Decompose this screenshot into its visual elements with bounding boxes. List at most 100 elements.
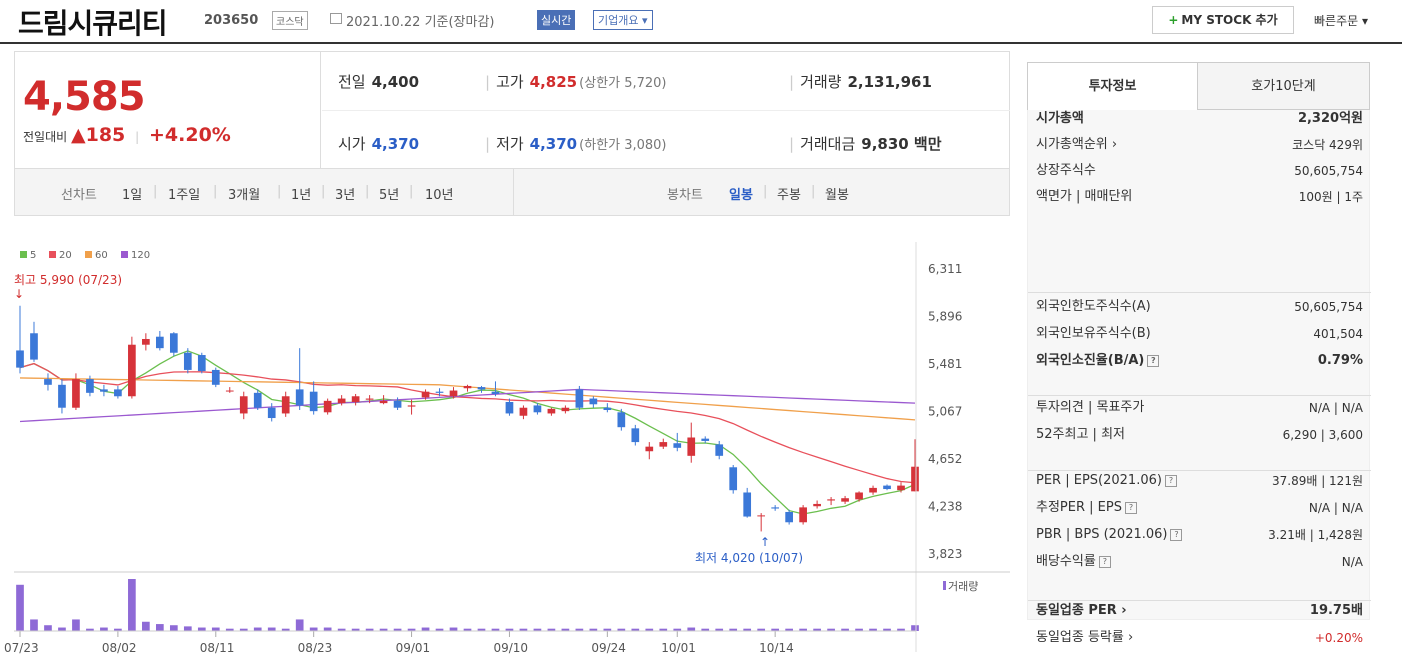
candle-body	[827, 499, 835, 501]
stat-open: 시가 4,370	[338, 135, 420, 153]
volume-bar	[393, 628, 402, 631]
tab-weekly[interactable]: 주봉	[777, 188, 801, 203]
section-divider	[1028, 470, 1371, 471]
volume-bar	[463, 628, 472, 631]
ma-line-20	[19, 362, 916, 484]
volume-bar	[883, 628, 891, 631]
tab-3month[interactable]: 3개월	[228, 188, 261, 203]
help-icon[interactable]: ?	[1164, 474, 1177, 487]
tab-daily[interactable]: 일봉	[729, 188, 753, 203]
candle-body	[911, 466, 919, 492]
candle-body	[421, 391, 430, 398]
info-key: 외국인소진율(B/A)?	[1036, 350, 1160, 372]
y-tick-label: 5,481	[928, 357, 962, 371]
info-value: 401,504	[1313, 327, 1363, 341]
volume-bar	[505, 628, 514, 631]
candle-body	[295, 389, 304, 406]
low-annotation: 최저 4,020 (10/07)	[695, 551, 803, 565]
info-key: 시가총액	[1036, 111, 1084, 126]
candle-body	[715, 444, 724, 456]
volume-bar	[715, 628, 724, 631]
volume-bar	[799, 628, 807, 631]
legend-swatch	[85, 251, 92, 258]
market-badge: 코스닥	[272, 11, 308, 30]
realtime-button[interactable]: 실시간	[537, 10, 576, 30]
candle-body	[449, 390, 458, 397]
add-mystock-button[interactable]: + MY STOCK 추가	[1152, 6, 1294, 34]
legend-label: 120	[131, 250, 150, 261]
help-icon[interactable]: ?	[1124, 501, 1137, 514]
candle-body	[435, 391, 444, 393]
y-tick-label: 3,823	[928, 547, 962, 561]
volume-bar	[295, 619, 304, 631]
candle-body	[86, 379, 94, 393]
volume-bar	[211, 627, 220, 631]
info-row: 외국인한도주식수(A) 50,605,754	[1036, 296, 1363, 318]
help-icon[interactable]: ?	[1147, 354, 1160, 367]
tab-orderbook[interactable]: 호가10단계	[1197, 62, 1370, 110]
volume-bar	[603, 628, 612, 631]
stat-low: | 저가 4,370 (하한가 3,080)	[485, 135, 667, 153]
volume-bar	[44, 625, 52, 631]
info-value: 100원 | 1주	[1298, 190, 1363, 204]
volume-bar	[435, 628, 444, 631]
volume-bar	[687, 627, 696, 631]
candle-body	[561, 407, 570, 412]
info-key: 시가총액순위 ›	[1036, 137, 1118, 152]
volume-bar	[897, 628, 905, 631]
x-tick-label: 08/02	[102, 641, 137, 655]
legend-label: 5	[30, 250, 36, 261]
info-value: N/A	[1341, 555, 1363, 569]
tab-10year[interactable]: 10년	[425, 188, 454, 203]
candle-body	[855, 492, 863, 500]
candle-body	[771, 507, 780, 509]
tab-monthly[interactable]: 월봉	[825, 188, 849, 203]
candle-body	[183, 352, 192, 370]
candle-body	[743, 492, 752, 517]
volume-bar	[155, 624, 164, 631]
volume-bar	[785, 628, 793, 631]
volume-bar	[309, 627, 318, 631]
tab-5year[interactable]: 5년	[379, 188, 400, 203]
info-value: 6,290 | 3,600	[1282, 428, 1363, 442]
help-icon[interactable]: ?	[1170, 528, 1183, 541]
volume-bar	[617, 628, 626, 631]
candle-body	[239, 396, 248, 414]
info-value: 37.89배 | 121원	[1271, 474, 1363, 488]
company-overview-button[interactable]: 기업개요 ▾	[593, 10, 653, 30]
change-percent: +4.20%	[148, 124, 231, 146]
tab-3year[interactable]: 3년	[335, 188, 356, 203]
section-divider	[1028, 600, 1371, 601]
investment-info-panel: 투자정보 호가10단계 시가총액 2,320억원 시가총액순위 › 코스닥 429위 상…	[1027, 62, 1371, 645]
help-icon[interactable]: ?	[1098, 555, 1111, 568]
info-value: 코스닥 429위	[1292, 138, 1363, 152]
candle-body	[645, 446, 654, 452]
volume-bar	[911, 625, 919, 631]
x-tick-label: 10/01	[661, 641, 696, 655]
info-key: PER | EPS(2021.06)?	[1036, 470, 1177, 492]
volume-bar	[827, 628, 835, 631]
volume-bar	[128, 579, 136, 631]
tab-1year[interactable]: 1년	[291, 188, 312, 203]
info-row: 배당수익률? N/A	[1036, 551, 1363, 573]
calendar-icon	[330, 13, 342, 24]
ma-line-120	[19, 388, 916, 423]
info-key: 외국인한도주식수(A)	[1036, 299, 1151, 314]
section-divider	[1028, 395, 1371, 396]
volume-bar	[659, 628, 668, 631]
volume-bar	[771, 628, 780, 631]
section-divider	[1028, 292, 1371, 293]
candle-body	[533, 405, 542, 413]
info-key: 동일업종 등락률 ›	[1036, 630, 1134, 645]
candle-body	[169, 333, 178, 353]
info-value: 50,605,754	[1294, 164, 1363, 178]
tab-1week[interactable]: 1주일	[168, 188, 201, 203]
info-key: 추정PER | EPS?	[1036, 497, 1137, 519]
candle-body	[491, 391, 500, 394]
tab-1day[interactable]: 1일	[122, 188, 143, 203]
tab-investment-info[interactable]: 투자정보	[1027, 62, 1198, 110]
stock-name: 드림시큐리티	[18, 7, 168, 40]
volume-bar	[407, 628, 416, 631]
quick-order-button[interactable]: 빠른주문 ▾	[1314, 14, 1368, 28]
stat-high: | 고가 4,825 (상한가 5,720)	[485, 73, 667, 91]
